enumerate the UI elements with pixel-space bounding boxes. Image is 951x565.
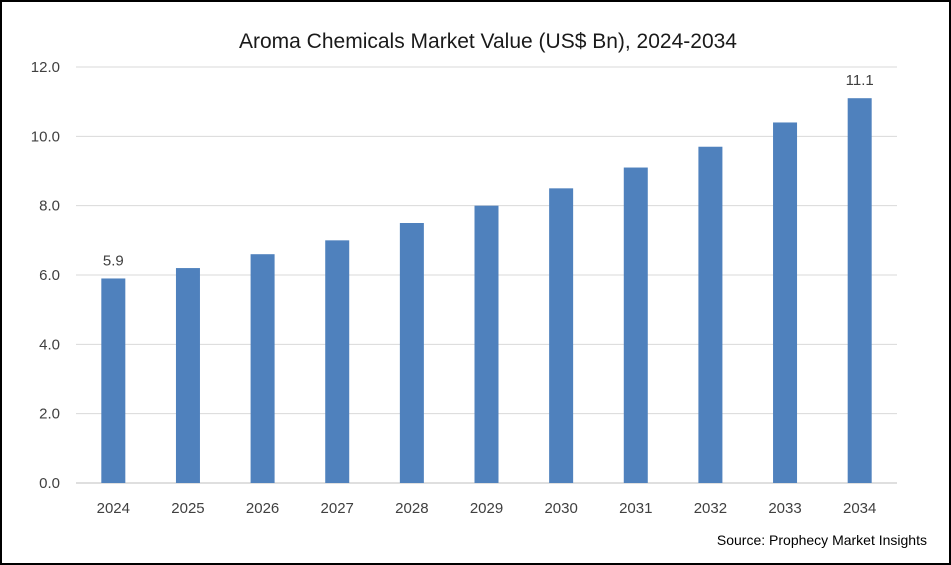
x-tick-label: 2030 [544,500,577,517]
x-tick-label: 2031 [619,500,652,517]
data-label-2034: 11.1 [846,72,874,89]
y-tick-label: 2.0 [39,406,60,423]
bar-2032 [698,146,723,483]
bar-2029 [474,205,499,483]
y-tick-label: 0.0 [39,475,60,492]
x-tick-label: 2024 [97,500,130,517]
source-note: Source: Prophecy Market Insights [717,532,927,548]
y-tick-label: 4.0 [39,336,60,353]
data-label-2024: 5.9 [103,252,124,269]
bar-2034 [847,98,872,483]
x-tick-label: 2025 [171,500,204,517]
bar-2031 [623,167,648,484]
chart-title: Aroma Chemicals Market Value (US$ Bn), 2… [239,30,737,53]
x-axis-ticks: 2024 2025 2026 2027 2028 2029 2030 2031 2032 2033… [97,500,877,517]
bar-2028 [399,223,424,483]
bar-2033 [773,122,798,483]
bars [101,98,872,484]
y-axis-ticks: 0.0 2.0 4.0 6.0 8.0 10.0 12.0 [31,59,60,492]
y-tick-label: 10.0 [31,128,60,145]
x-tick-label: 2028 [395,500,428,517]
x-tick-label: 2032 [694,500,727,517]
bar-2027 [325,240,350,483]
bar-2030 [549,188,574,484]
x-tick-label: 2026 [246,500,279,517]
bar-2026 [250,254,275,483]
x-tick-label: 2027 [321,500,354,517]
y-tick-label: 8.0 [39,198,60,215]
x-tick-label: 2034 [843,500,876,517]
x-tick-label: 2033 [768,500,801,517]
y-tick-label: 6.0 [39,267,60,284]
y-tick-label: 12.0 [31,59,60,76]
bar-2025 [175,268,200,483]
x-tick-label: 2029 [470,500,503,517]
data-labels: 5.9 11.1 [103,72,874,269]
bar-2024 [101,278,126,483]
